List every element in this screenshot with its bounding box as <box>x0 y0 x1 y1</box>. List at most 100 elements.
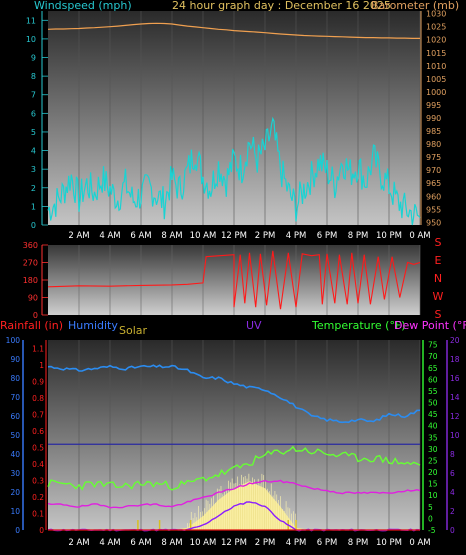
temp-tick-label: 45 <box>428 410 438 419</box>
baro-tick-label: 955 <box>426 205 441 214</box>
uv-tick-label: 14 <box>450 393 460 402</box>
temp-tick-label: 30 <box>428 445 438 454</box>
uv-tick-label: 8 <box>450 450 455 459</box>
time-tick-label: 10 AM <box>190 231 217 241</box>
humidity-tick-label: 30 <box>10 469 20 478</box>
humidity-tick-label: 40 <box>10 450 20 459</box>
temp-tick-label: 40 <box>428 422 438 431</box>
wind-direction-series-line <box>47 250 421 310</box>
baro-tick-label: 980 <box>426 140 441 149</box>
compass-label: E <box>435 254 442 267</box>
uv-axis-title: UV <box>246 319 262 332</box>
baro-tick-label: 965 <box>426 179 441 188</box>
humidity-series-line <box>47 364 421 424</box>
uv-tick-label: 0 <box>450 526 455 535</box>
time-tick-label: 6 AM <box>130 231 151 241</box>
baro-axis-ticks: 950 955 960 965 970 975 980 985 990 995 1000 1005 10… <box>420 10 446 227</box>
temp-tick-label: 5 <box>428 503 433 512</box>
rain-tick-label: 1.1 <box>32 344 44 353</box>
time-tick-label: 4 AM <box>99 538 120 548</box>
temp-tick-label: 0 <box>428 514 433 523</box>
barometer-series-line <box>47 22 420 40</box>
temp-tick-label: 25 <box>428 456 438 465</box>
humidity-tick-label: 90 <box>10 355 20 364</box>
dewpoint-series-line <box>47 479 421 509</box>
time-tick-label: 12 PM <box>221 538 247 548</box>
temp-tick-label: 35 <box>428 433 438 442</box>
baro-tick-label: 1020 <box>426 36 446 45</box>
humidity-tick-label: 100 <box>6 336 21 345</box>
temp-tick-label: -5 <box>428 526 436 535</box>
rain-tick-label: 0.9 <box>32 377 44 386</box>
wind-axis-ticks: 0 1 2 3 4 5 6 7 8 9 10 11 <box>26 11 48 230</box>
time-tick-label: 12 PM <box>221 231 247 241</box>
direction-tick-label: 180 <box>23 276 38 285</box>
time-tick-label: 6 AM <box>130 538 151 548</box>
compass-label: S <box>435 236 442 249</box>
temp-tick-label: 10 <box>428 491 438 500</box>
rain-tick-label: 0.4 <box>32 460 44 469</box>
humidity-tick-label: 60 <box>10 412 20 421</box>
baro-tick-label: 995 <box>426 101 441 110</box>
humidity-axis-title: Humidity <box>68 319 118 332</box>
temperature-series-line <box>47 445 421 491</box>
temperature-axis-title: Temperature (°F) <box>311 319 406 332</box>
uv-tick-label: 20 <box>450 336 460 345</box>
humidity-tick-label: 10 <box>10 507 20 516</box>
temp-tick-label: 60 <box>428 375 438 384</box>
uv-tick-label: 6 <box>450 469 455 478</box>
time-tick-label: 2 PM <box>255 538 276 548</box>
humidity-tick-label: 0 <box>15 526 20 535</box>
baro-tick-label: 1005 <box>426 75 446 84</box>
uv-tick-label: 2 <box>450 507 455 516</box>
time-tick-label: 8 PM <box>348 231 369 241</box>
time-tick-label: 0 AM <box>409 538 430 548</box>
humidity-tick-label: 70 <box>10 393 20 402</box>
wind-tick-label: 4 <box>31 147 36 156</box>
wind-tick-label: 0 <box>31 221 36 230</box>
rain-tick-label: 0 <box>39 526 44 535</box>
baro-tick-label: 1010 <box>426 62 446 71</box>
compass-label: S <box>435 308 442 321</box>
rain-tick-label: 0.3 <box>32 476 44 485</box>
time-tick-label: 4 AM <box>99 231 120 241</box>
conditions-axes: 010203040506070809010000.10.20.30.40.50.… <box>6 336 460 535</box>
time-tick-label: 10 AM <box>190 538 217 548</box>
wind-tick-label: 8 <box>31 72 36 81</box>
time-tick-label: 2 AM <box>68 231 89 241</box>
baro-tick-label: 1000 <box>426 88 446 97</box>
rain-tick-label: 0.8 <box>32 394 44 403</box>
chart-title: 24 hour graph day : December 16 2025 <box>172 0 391 12</box>
wind-time-axis: 2 AM 4 AM 6 AM 8 AM 10 AM 12 PM 2 PM 4 PM 6 PM 8 … <box>68 231 430 241</box>
baro-tick-label: 1030 <box>426 10 446 19</box>
conditions-time-axis: 2 AM 4 AM 6 AM 8 AM 10 AM 12 PM 2 PM 4 PM 6 PM 8 … <box>68 538 430 548</box>
rain-tick-label: 0.1 <box>32 509 44 518</box>
time-tick-label: 2 AM <box>68 538 89 548</box>
direction-tick-label: 270 <box>23 259 38 268</box>
solar-axis-title: Solar <box>119 324 148 337</box>
temp-tick-label: 65 <box>428 364 438 373</box>
wind-tick-label: 9 <box>31 54 36 63</box>
wind-tick-label: 11 <box>26 16 36 25</box>
time-tick-label: 2 PM <box>255 231 276 241</box>
time-tick-label: 10 PM <box>376 231 402 241</box>
direction-tick-label: 360 <box>23 241 38 250</box>
rain-tick-label: 0.2 <box>32 493 44 502</box>
baro-tick-label: 950 <box>426 218 441 227</box>
rain-axis-title: Rainfall (in) <box>0 319 63 332</box>
time-tick-label: 8 AM <box>161 538 182 548</box>
rain-tick-label: 1 <box>39 361 44 370</box>
wind-tick-label: 2 <box>31 184 36 193</box>
direction-axis-ticks: 0 90 180 270 360 <box>23 241 48 320</box>
rain-tick-label: 0.6 <box>32 427 44 436</box>
direction-tick-label: 0 <box>33 311 38 320</box>
time-tick-label: 6 PM <box>317 231 338 241</box>
uv-tick-label: 16 <box>450 374 460 383</box>
baro-axis-title: Barometer (mb) <box>371 0 459 12</box>
rain-tick-label: 0.7 <box>32 410 44 419</box>
baro-tick-label: 970 <box>426 166 441 175</box>
humidity-tick-label: 20 <box>10 488 20 497</box>
time-tick-label: 4 PM <box>286 538 307 548</box>
